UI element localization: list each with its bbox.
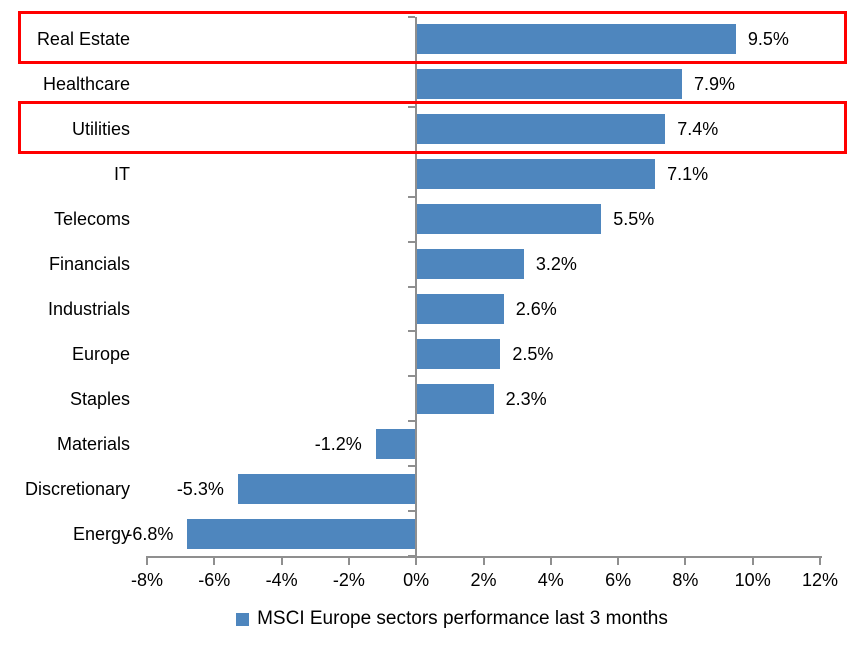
x-axis-tick — [280, 556, 283, 565]
data-bar — [416, 159, 656, 190]
data-bar — [416, 114, 666, 145]
value-label: -1.2% — [314, 433, 362, 454]
y-axis-tick — [408, 105, 416, 108]
value-label: 2.5% — [512, 343, 554, 364]
y-axis-tick — [408, 240, 416, 243]
x-axis-tick — [415, 556, 418, 565]
x-axis-tick — [347, 556, 350, 565]
data-bar — [416, 338, 501, 369]
y-axis-tick — [408, 375, 416, 378]
category-label: Industrials — [47, 298, 130, 319]
legend: MSCI Europe sectors performance last 3 m… — [26, 608, 852, 630]
x-axis-tick — [751, 556, 754, 565]
category-label: Utilities — [71, 119, 130, 140]
value-label: 2.6% — [515, 298, 557, 319]
value-label: -6.8% — [126, 523, 174, 544]
category-label: Energy — [72, 523, 130, 544]
x-axis-tick — [617, 556, 620, 565]
value-label: 3.2% — [535, 254, 577, 275]
x-tick-label: -4% — [265, 570, 298, 590]
x-tick-label: -2% — [332, 570, 365, 590]
y-axis-tick — [408, 16, 416, 18]
y-axis-tick — [408, 420, 416, 423]
data-bar — [237, 473, 417, 504]
x-tick-label: 2% — [470, 570, 497, 590]
x-axis-tick — [213, 556, 216, 565]
value-label: 2.3% — [505, 388, 547, 409]
value-label: -5.3% — [176, 478, 224, 499]
value-label: 9.5% — [747, 29, 789, 50]
y-axis-tick — [408, 195, 416, 198]
y-axis-tick — [408, 330, 416, 333]
category-label: Discretionary — [24, 478, 130, 499]
y-axis-tick — [408, 285, 416, 288]
category-label: Financials — [48, 254, 130, 275]
category-label: Staples — [69, 388, 130, 409]
x-axis-tick — [482, 556, 485, 565]
data-bar — [416, 249, 524, 280]
y-axis-line — [415, 17, 418, 564]
value-label: 7.9% — [694, 74, 736, 95]
x-tick-label: -6% — [198, 570, 231, 590]
x-tick-label: 8% — [672, 570, 699, 590]
x-tick-label: 6% — [605, 570, 632, 590]
x-axis-tick — [549, 556, 552, 565]
category-label: Europe — [71, 343, 130, 364]
x-axis-tick — [684, 556, 687, 565]
category-label: Telecoms — [53, 209, 130, 230]
x-axis-line — [147, 556, 822, 558]
x-tick-label: 10% — [734, 570, 771, 590]
x-tick-label: -8% — [130, 570, 163, 590]
legend-label: MSCI Europe sectors performance last 3 m… — [257, 608, 668, 629]
data-bar — [416, 293, 504, 324]
legend-swatch-icon — [236, 612, 250, 626]
data-bar — [416, 69, 683, 100]
data-bar — [416, 383, 494, 414]
value-label: 7.4% — [677, 119, 719, 140]
y-axis-tick — [408, 60, 416, 63]
y-axis-tick — [408, 465, 416, 468]
category-label: IT — [114, 164, 130, 185]
x-axis-tick — [146, 556, 148, 565]
x-axis-tick — [819, 556, 821, 565]
category-label: Real Estate — [36, 29, 130, 50]
category-label: Healthcare — [42, 74, 130, 95]
data-bar — [375, 428, 417, 459]
y-axis-tick — [408, 150, 416, 153]
category-label: Materials — [56, 433, 130, 454]
value-label: 7.1% — [667, 164, 709, 185]
data-bar — [416, 204, 602, 235]
x-tick-label: 0% — [403, 570, 430, 590]
data-bar — [416, 24, 736, 55]
x-tick-label: 12% — [801, 570, 839, 590]
data-bar — [187, 518, 417, 549]
y-axis-tick — [408, 510, 416, 513]
x-tick-label: 4% — [537, 570, 564, 590]
value-label: 5.5% — [613, 209, 655, 230]
